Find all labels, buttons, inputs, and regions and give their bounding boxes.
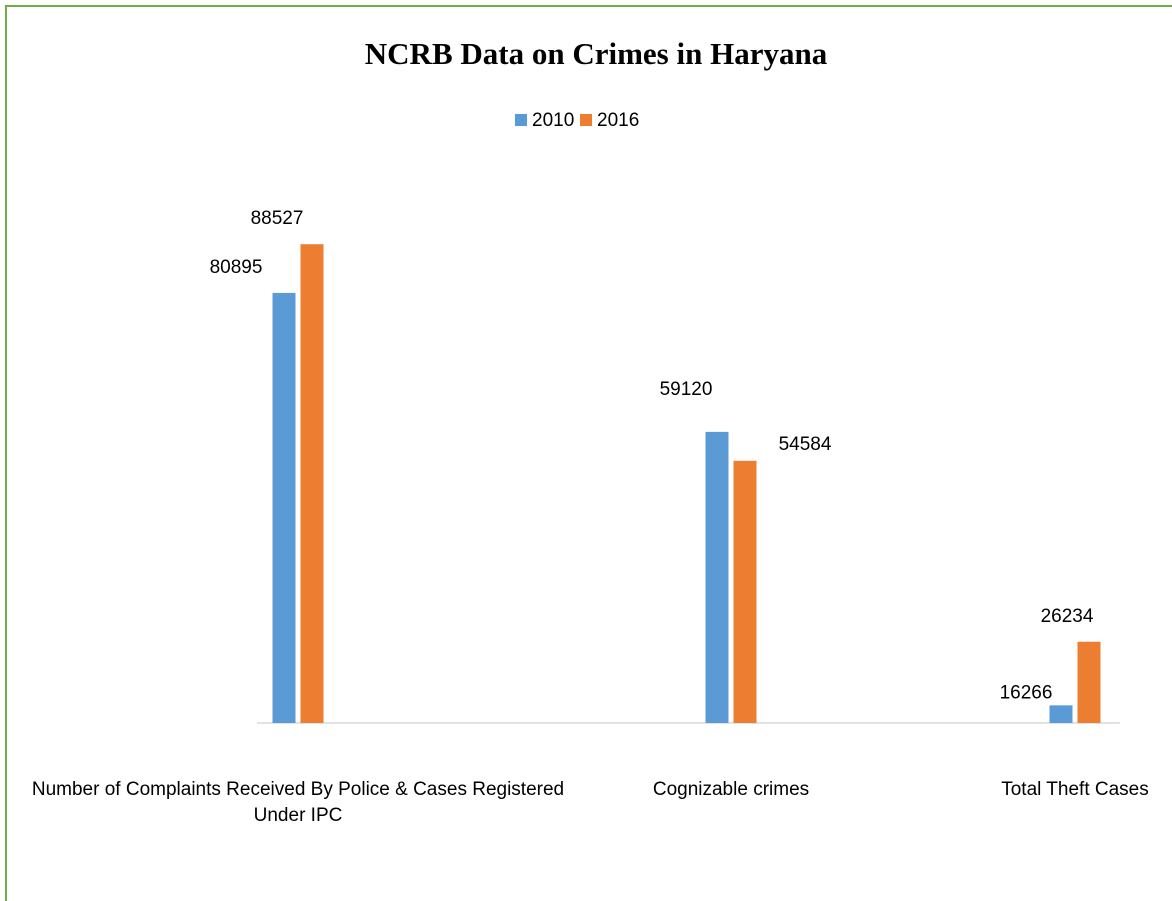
chart-border: [5, 5, 1172, 901]
bar: [300, 244, 324, 724]
bar: [1077, 641, 1101, 723]
chart-title: NCRB Data on Crimes in Haryana: [365, 36, 828, 71]
data-label: 26234: [1041, 606, 1094, 627]
data-label: 59120: [660, 379, 713, 400]
legend-swatch: [580, 114, 592, 126]
bar: [733, 460, 757, 723]
data-label: 16266: [1000, 682, 1053, 703]
bar: [705, 431, 729, 723]
bar: [272, 292, 296, 723]
bar: [1049, 705, 1073, 723]
legend-swatch: [515, 114, 527, 126]
legend-label: 2010: [532, 110, 574, 131]
x-tick-label: Number of Complaints Received By Police …: [31, 779, 565, 826]
data-label: 88527: [251, 208, 304, 229]
legend-label: 2016: [597, 110, 639, 131]
x-tick-label: Cognizable crimes: [652, 779, 810, 800]
x-tick-label: Total Theft Cases: [1001, 779, 1149, 800]
data-label: 80895: [210, 257, 263, 278]
data-label: 54584: [779, 434, 832, 455]
